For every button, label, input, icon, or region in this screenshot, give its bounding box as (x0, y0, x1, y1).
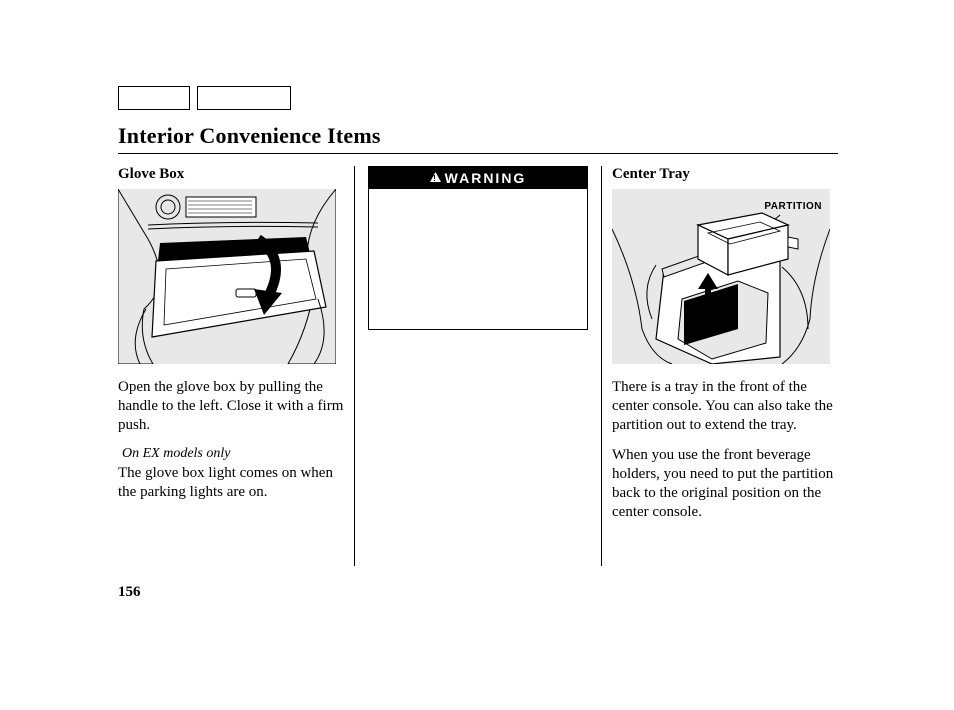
header-box-2 (197, 86, 291, 110)
page-title: Interior Convenience Items (118, 123, 838, 149)
header-box-1 (118, 86, 190, 110)
warning-label: WARNING (445, 170, 527, 186)
header-boxes (118, 86, 838, 115)
column-left: Glove Box (118, 166, 354, 566)
title-rule (118, 153, 838, 154)
svg-text:!: ! (433, 174, 438, 182)
left-note: On EX models only (122, 446, 344, 462)
left-heading: Glove Box (118, 166, 344, 183)
right-paragraph-2: When you use the front beverage holders,… (612, 446, 838, 521)
warning-triangle-icon: ! (430, 169, 441, 185)
page-number: 156 (118, 584, 141, 601)
right-heading: Center Tray (612, 166, 838, 183)
center-tray-illustration (612, 189, 830, 364)
center-tray-figure: PARTITION (612, 189, 830, 364)
column-middle: ! WARNING (354, 166, 601, 566)
column-right: Center Tray PARTITION (601, 166, 838, 566)
warning-box: ! WARNING (368, 166, 588, 330)
partition-box (698, 213, 798, 275)
warning-header: ! WARNING (369, 167, 587, 189)
right-paragraph-1: There is a tray in the front of the cent… (612, 378, 838, 434)
page-content: Interior Convenience Items Glove Box (118, 86, 838, 566)
left-paragraph-2: The glove box light comes on when the pa… (118, 464, 344, 502)
glove-box-figure (118, 189, 336, 364)
left-paragraph-1: Open the glove box by pulling the handle… (118, 378, 344, 434)
columns-container: Glove Box (118, 166, 838, 566)
glove-box-illustration (118, 189, 336, 364)
